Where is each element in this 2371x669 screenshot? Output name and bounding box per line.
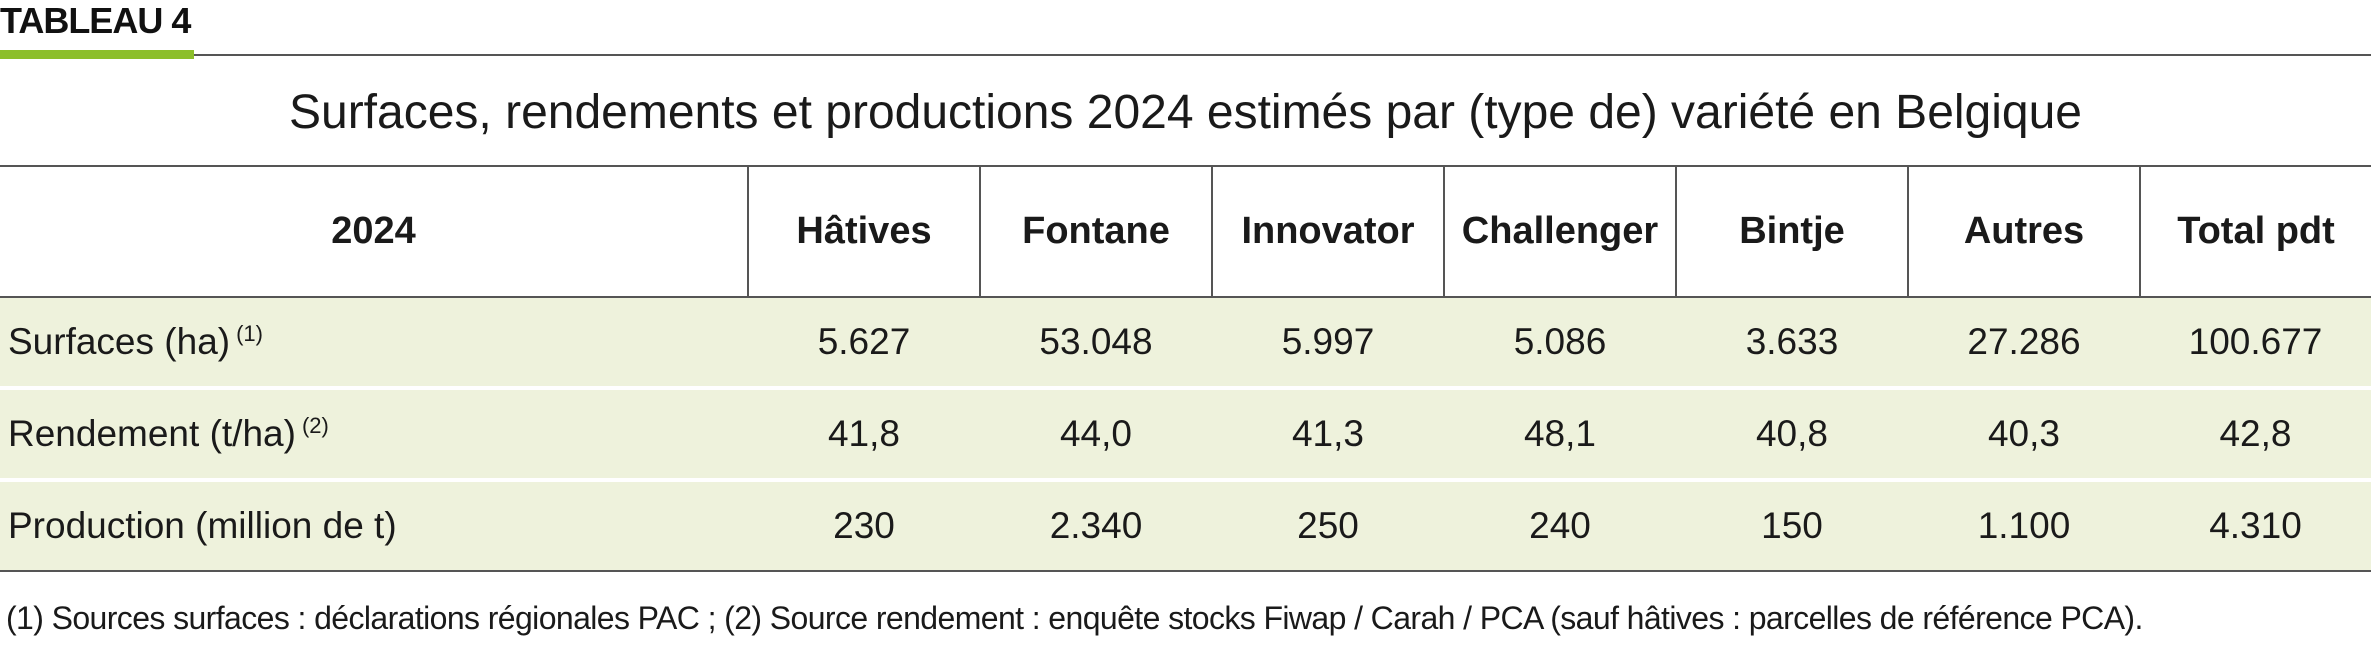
table-cell: 3.633 <box>1676 297 1908 390</box>
table-cell: 100.677 <box>2140 297 2371 390</box>
table-cell: 240 <box>1444 480 1676 572</box>
footnote: (1) Sources surfaces : déclarations régi… <box>6 600 2143 636</box>
table-cell: 250 <box>1212 480 1444 572</box>
header-row: 2024 Hâtives Fontane Innovator Challenge… <box>0 165 2371 298</box>
tag-accent-bar <box>0 50 194 59</box>
table-row: Production (million de t) 230 2.340 250 … <box>0 480 2371 572</box>
table-title: Surfaces, rendements et productions 2024… <box>288 86 2082 139</box>
table-cell: 48,1 <box>1444 388 1676 482</box>
column-header-innovator: Innovator <box>1212 165 1445 298</box>
column-header-fontane: Fontane <box>980 165 1213 298</box>
footnote-ref: (2) <box>301 412 329 438</box>
table-cell: 150 <box>1676 480 1908 572</box>
table-cell: 5.086 <box>1444 297 1676 390</box>
table-cell: 27.286 <box>1908 297 2140 390</box>
table-cell: 44,0 <box>980 388 1212 482</box>
column-header-challenger: Challenger <box>1444 165 1677 298</box>
table-cell: 4.310 <box>2140 480 2371 572</box>
table-row: Surfaces (ha) (1) 5.627 53.048 5.997 5.08… <box>0 297 2371 390</box>
table-cell: 40,8 <box>1676 388 1908 482</box>
table-cell: 230 <box>748 480 980 572</box>
table-tag: TABLEAU 4 <box>0 0 191 41</box>
table-cell: 1.100 <box>1908 480 2140 572</box>
row-label-surfaces: Surfaces (ha) (1) <box>0 297 748 390</box>
row-label-production: Production (million de t) <box>0 480 748 572</box>
table-cell: 2.340 <box>980 480 1212 572</box>
table-cell: 41,3 <box>1212 388 1444 482</box>
column-header-autres: Autres <box>1908 165 2141 298</box>
table-cell: 42,8 <box>2140 388 2371 482</box>
table-row: Rendement (t/ha) (2) 41,8 44,0 41,3 48,1 … <box>0 388 2371 482</box>
column-header-bintje: Bintje <box>1676 165 1909 298</box>
row-label-text: Surfaces (ha) <box>8 321 231 362</box>
table-cell: 41,8 <box>748 388 980 482</box>
table-cell: 5.997 <box>1212 297 1444 390</box>
table-cell: 53.048 <box>980 297 1212 390</box>
tag-divider-line <box>194 54 2371 56</box>
column-header-total: Total pdt <box>2140 165 2371 298</box>
data-table: 2024 Hâtives Fontane Innovator Challenge… <box>0 165 2371 572</box>
row-label-text: Rendement (t/ha) <box>8 413 296 454</box>
footnote-ref: (1) <box>236 320 263 346</box>
table-cell: 5.627 <box>748 297 980 390</box>
table-cell: 40,3 <box>1908 388 2140 482</box>
row-label-text: Production (million de t) <box>8 505 397 546</box>
column-header-hatives: Hâtives <box>748 165 981 298</box>
row-label-rendement: Rendement (t/ha) (2) <box>0 388 748 482</box>
corner-label: 2024 <box>0 165 749 298</box>
